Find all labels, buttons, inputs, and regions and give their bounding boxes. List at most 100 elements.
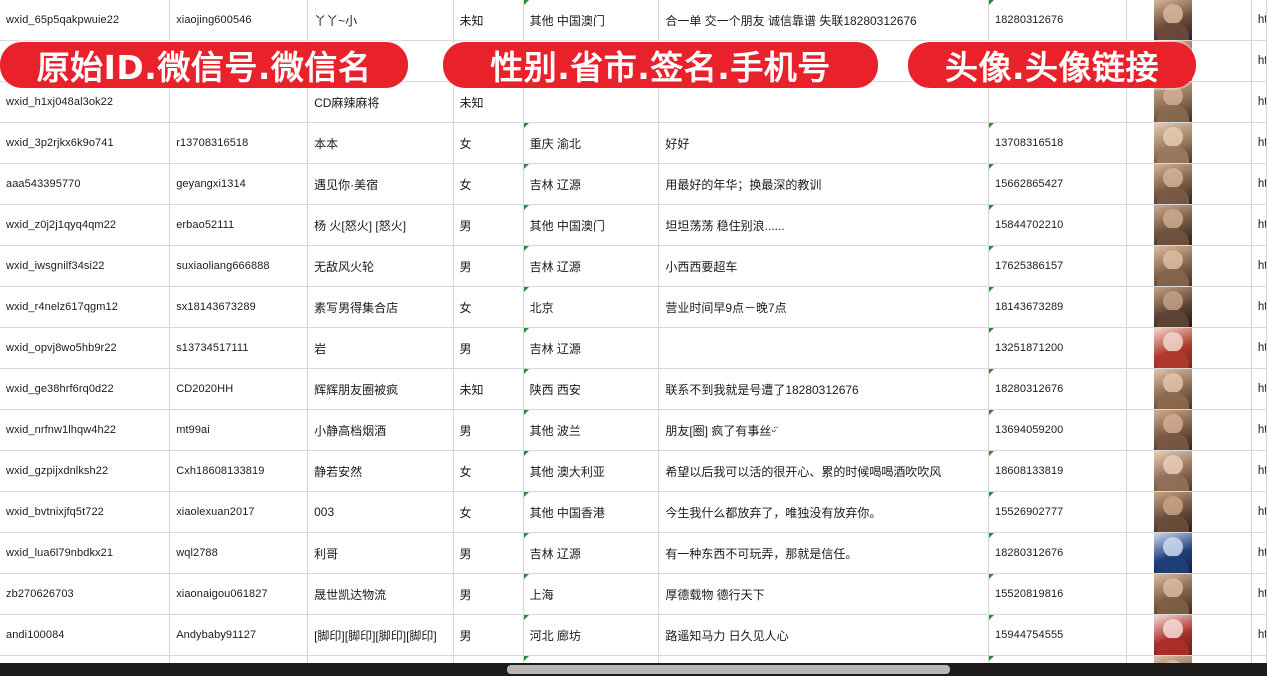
cell-region[interactable]: 吉林 辽源: [523, 163, 660, 205]
cell-gender[interactable]: 未知: [453, 368, 524, 410]
cell-original-id[interactable]: wxid_opvj8wo5hb9r22: [0, 327, 171, 369]
cell-signature[interactable]: 好好: [658, 122, 989, 164]
cell-original-id[interactable]: wxid_ge38hrf6rq0d22: [0, 368, 171, 410]
cell-phone[interactable]: 13708316518: [988, 122, 1127, 164]
cell-wechat-name[interactable]: 晟世凯达物流: [307, 573, 454, 615]
cell-region[interactable]: 其他 中国澳门: [523, 0, 660, 41]
cell-signature[interactable]: 营业时间早9点－晚7点: [658, 286, 989, 328]
cell-phone[interactable]: 13694059200: [988, 409, 1127, 451]
cell-signature[interactable]: 朋友[圈] 疯了有事丝ᵕ̈: [658, 409, 989, 451]
cell-wechat-name[interactable]: [脚印][脚印][脚印][脚印]: [307, 614, 454, 656]
cell-wechat-name[interactable]: 辉辉朋友圈被疯: [307, 368, 454, 410]
cell-gender[interactable]: 男: [453, 573, 524, 615]
cell-signature[interactable]: 希望以后我可以活的很开心、累的时候喝喝酒吹吹风: [658, 450, 989, 492]
cell-signature[interactable]: 路遥知马力 日久见人心: [658, 614, 989, 656]
cell-avatar[interactable]: [1126, 286, 1252, 328]
cell-region[interactable]: 上海: [523, 573, 660, 615]
cell-signature[interactable]: [658, 327, 989, 369]
cell-region[interactable]: 其他 澳大利亚: [523, 450, 660, 492]
cell-avatar[interactable]: [1126, 614, 1252, 656]
cell-region[interactable]: 重庆 渝北: [523, 122, 660, 164]
cell-original-id[interactable]: wxid_z0j2j1qyq4qm22: [0, 204, 171, 246]
cell-wechat-name[interactable]: 素写男得集合店: [307, 286, 454, 328]
cell-wechat-name[interactable]: 静若安然: [307, 450, 454, 492]
cell-phone[interactable]: 15844702210: [988, 204, 1127, 246]
cell-original-id[interactable]: zb270626703: [0, 573, 171, 615]
cell-wechat-name[interactable]: 无敌风火轮: [307, 245, 454, 287]
cell-phone[interactable]: 13251871200: [988, 327, 1127, 369]
table-row[interactable]: wxid_bvtnixjfq5t722 xiaolexuan2017 003 女其他 …: [0, 491, 1267, 533]
cell-avatar[interactable]: [1126, 532, 1252, 574]
cell-gender[interactable]: 男: [453, 409, 524, 451]
cell-phone[interactable]: 18280312676: [988, 368, 1127, 410]
table-row[interactable]: wxid_gzpijxdnlksh22 Cxh18608133819 静若安然女其他…: [0, 450, 1267, 492]
cell-region[interactable]: 吉林 辽源: [523, 327, 660, 369]
cell-avatar-link[interactable]: http://wx.qlogo.cn/mmhead: [1251, 409, 1267, 451]
cell-avatar[interactable]: [1126, 245, 1252, 287]
cell-signature[interactable]: 坦坦荡荡 稳住别浪......: [658, 204, 989, 246]
cell-signature[interactable]: 有一种东西不可玩弄，那就是信任。: [658, 532, 989, 574]
table-row[interactable]: wxid_r4nelz617qgm12 sx18143673289 素写男得集合店女…: [0, 286, 1267, 328]
cell-signature[interactable]: 用最好的年华；换最深的教训: [658, 163, 989, 205]
table-row[interactable]: wxid_z0j2j1qyq4qm22 erbao52111 杨 火[怒火] [怒火…: [0, 204, 1267, 246]
cell-wechat-id[interactable]: suxiaoliang666888: [169, 245, 309, 287]
cell-original-id[interactable]: andi100084: [0, 614, 171, 656]
cell-original-id[interactable]: wxid_r4nelz617qgm12: [0, 286, 171, 328]
cell-region[interactable]: 河北 廊坊: [523, 614, 660, 656]
cell-original-id[interactable]: wxid_h1xj048al3ok22: [0, 81, 171, 123]
cell-gender[interactable]: 女: [453, 491, 524, 533]
cell-region[interactable]: 其他 中国澳门: [523, 204, 660, 246]
cell-wechat-id[interactable]: r13708316518: [169, 122, 309, 164]
cell-avatar-link[interactable]: http://wx.qlogo.cn/mmhead: [1251, 368, 1267, 410]
cell-gender[interactable]: 未知: [453, 0, 524, 41]
cell-avatar-link[interactable]: http://wx.qlogo.cn/mmhead: [1251, 245, 1267, 287]
table-row[interactable]: wxid_65p5qakpwuie22 xiaojing600546 丫丫~小 未知其…: [0, 0, 1267, 41]
cell-avatar-link[interactable]: http://wx.qlogo.cn/mmhead: [1251, 532, 1267, 574]
cell-avatar[interactable]: [1126, 450, 1252, 492]
cell-original-id[interactable]: wxid_lua6l79nbdkx21: [0, 532, 171, 574]
cell-original-id[interactable]: wxid_3p2rjkx6k9o741: [0, 122, 171, 164]
cell-avatar[interactable]: [1126, 327, 1252, 369]
cell-wechat-name[interactable]: 丫丫~小: [307, 0, 454, 41]
cell-signature[interactable]: 厚德载物 德行天下: [658, 573, 989, 615]
table-row[interactable]: wxid_iwsgnilf34si22 suxiaoliang666888 无敌风火…: [0, 245, 1267, 287]
cell-gender[interactable]: 男: [453, 245, 524, 287]
cell-signature[interactable]: 合一单 交一个朋友 诚信靠谱 失联18280312676: [658, 0, 989, 41]
cell-gender[interactable]: 男: [453, 204, 524, 246]
cell-gender[interactable]: 女: [453, 450, 524, 492]
cell-wechat-name[interactable]: CD麻辣麻将: [307, 81, 454, 123]
table-row[interactable]: aaa543395770 geyangxi1314 遇见你·美宿女吉林 辽源 用最好的…: [0, 163, 1267, 205]
cell-original-id[interactable]: wxid_bvtnixjfq5t722: [0, 491, 171, 533]
cell-avatar[interactable]: [1126, 163, 1252, 205]
cell-wechat-id[interactable]: sx18143673289: [169, 286, 309, 328]
cell-original-id[interactable]: aaa543395770: [0, 163, 171, 205]
table-row[interactable]: andi100084 Andybaby91127 [脚印][脚印][脚印][脚印] 男…: [0, 614, 1267, 656]
cell-wechat-name[interactable]: 利哥: [307, 532, 454, 574]
cell-signature[interactable]: 小西西要超车: [658, 245, 989, 287]
cell-phone[interactable]: 18280312676: [988, 532, 1127, 574]
cell-region[interactable]: 吉林 辽源: [523, 245, 660, 287]
cell-phone[interactable]: 17625386157: [988, 245, 1127, 287]
cell-avatar[interactable]: [1126, 0, 1252, 41]
table-row[interactable]: wxid_lua6l79nbdkx21 wql2788 利哥男吉林 辽源 有一种东西不…: [0, 532, 1267, 574]
cell-gender[interactable]: 未知: [453, 81, 524, 123]
cell-avatar[interactable]: [1126, 81, 1252, 123]
cell-signature[interactable]: 联系不到我就是号遭了18280312676: [658, 368, 989, 410]
cell-region[interactable]: 北京: [523, 286, 660, 328]
cell-avatar-link[interactable]: http://wx.qlogo.cn/mmhead: [1251, 122, 1267, 164]
cell-avatar-link[interactable]: http://wx.qlogo.cn/mmhead: [1251, 286, 1267, 328]
cell-avatar-link[interactable]: http://wx.qlogo.cn/mmhead: [1251, 163, 1267, 205]
cell-phone[interactable]: 15944754555: [988, 614, 1127, 656]
cell-avatar[interactable]: [1126, 368, 1252, 410]
table-row[interactable]: wxid_3p2rjkx6k9o741 r13708316518 本本女重庆 渝北好…: [0, 122, 1267, 164]
cell-gender[interactable]: 女: [453, 163, 524, 205]
cell-avatar[interactable]: [1126, 409, 1252, 451]
cell-region[interactable]: 其他 中国香港: [523, 491, 660, 533]
table-row[interactable]: wxid_nrfnw1lhqw4h22 mt99ai 小静高档烟酒男其他 波兰 朋友[…: [0, 409, 1267, 451]
cell-wechat-id[interactable]: xiaojing600546: [169, 0, 309, 41]
cell-gender[interactable]: 女: [453, 286, 524, 328]
cell-original-id[interactable]: wxid_65p5qakpwuie22: [0, 0, 171, 41]
cell-region[interactable]: [523, 81, 660, 123]
